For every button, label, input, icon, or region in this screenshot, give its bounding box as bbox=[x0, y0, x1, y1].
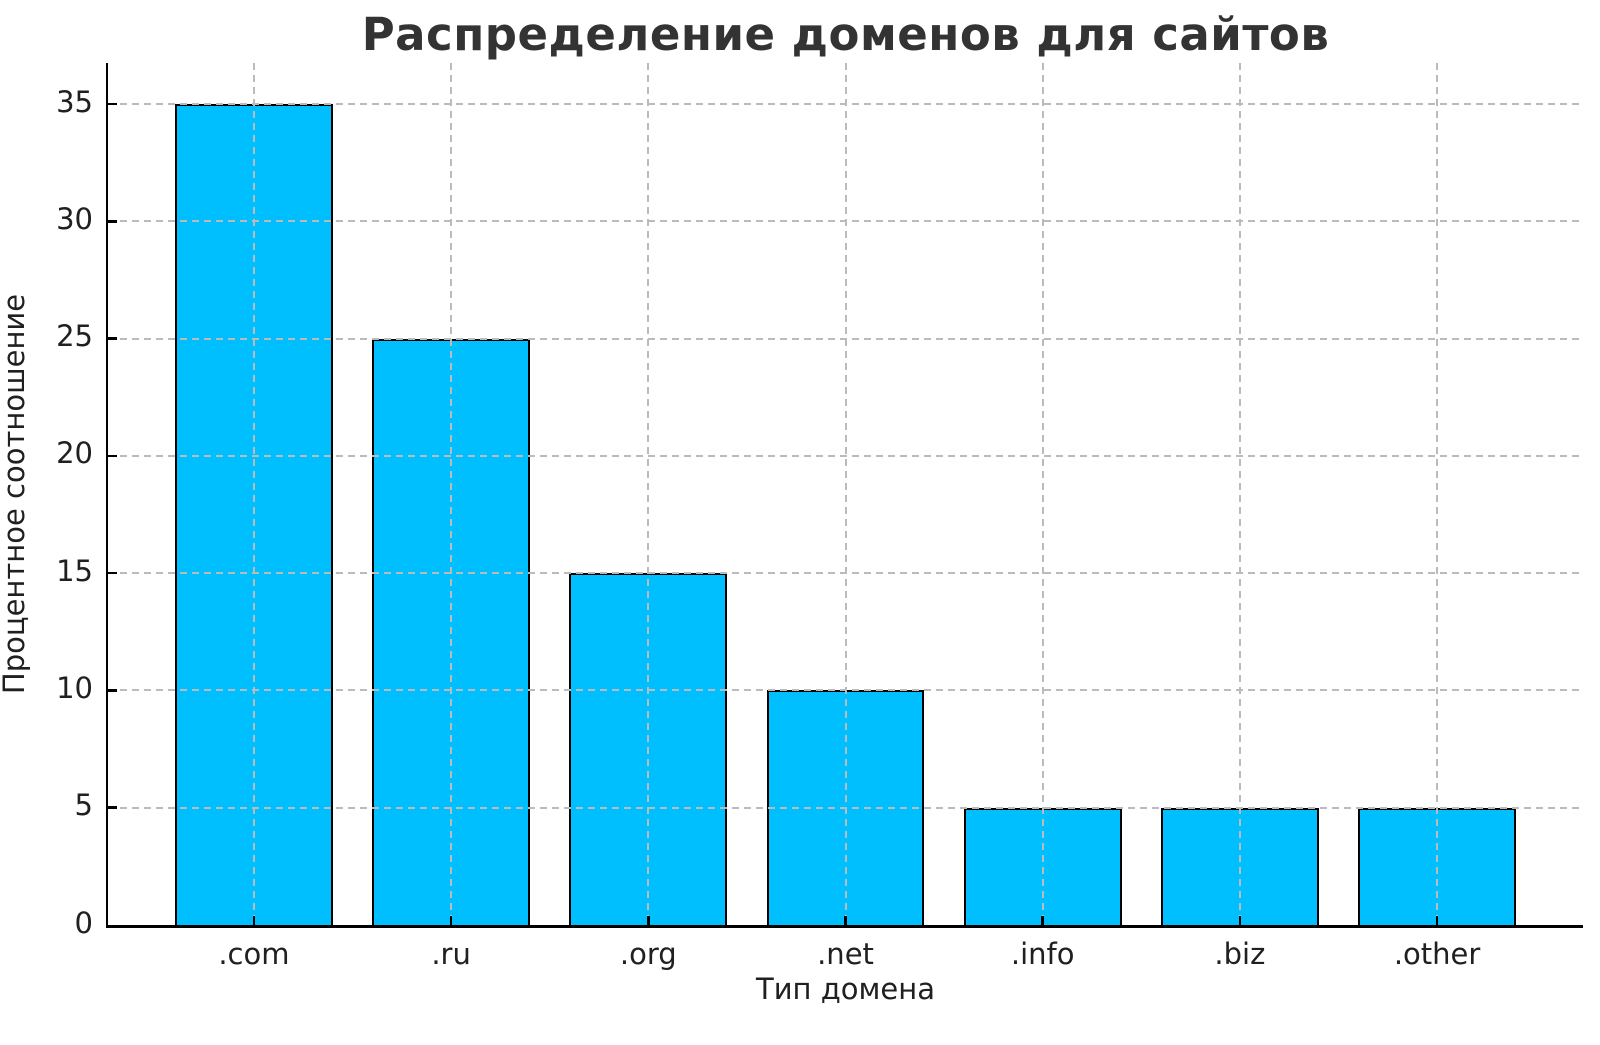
chart-title: Распределение доменов для сайтов bbox=[361, 8, 1330, 61]
x-tick-label: .net bbox=[817, 937, 874, 971]
y-tick-mark bbox=[108, 689, 117, 692]
y-tick-mark bbox=[108, 220, 117, 223]
y-tick-label: 35 bbox=[56, 84, 93, 119]
x-tick-mark bbox=[1041, 916, 1044, 925]
y-tick-label: 5 bbox=[74, 788, 93, 823]
ticks-layer: .com .ru .org .net .info .biz .other 0 5 10 15 20 25… bbox=[56, 63, 1583, 971]
x-tick-label: .other bbox=[1393, 937, 1481, 971]
x-tick-mark bbox=[449, 916, 453, 925]
x-tick-label: .org bbox=[619, 937, 677, 971]
x-tick-mark bbox=[1435, 916, 1439, 925]
y-tick-label: 0 bbox=[74, 905, 93, 940]
x-tick-label: .info bbox=[1010, 937, 1075, 971]
y-tick-label: 10 bbox=[56, 670, 93, 705]
y-axis-spine bbox=[105, 63, 108, 928]
x-tick-mark bbox=[844, 916, 847, 925]
y-tick-label: 20 bbox=[56, 436, 93, 471]
y-tick-label: 25 bbox=[56, 319, 93, 354]
y-tick-mark bbox=[108, 571, 117, 575]
x-tick-label: .ru bbox=[431, 937, 471, 971]
x-tick-label: .com bbox=[218, 937, 290, 971]
y-tick-mark bbox=[108, 454, 117, 458]
x-tick-mark bbox=[1238, 916, 1242, 925]
y-tick-label: 30 bbox=[56, 201, 93, 236]
y-tick-mark bbox=[108, 102, 117, 106]
x-tick-mark bbox=[647, 916, 650, 925]
y-tick-mark bbox=[108, 337, 117, 340]
plot-area: .com .ru .org .net .info .biz .other 0 5 10 15 20 25… bbox=[56, 63, 1583, 971]
y-tick-label: 15 bbox=[56, 553, 93, 588]
x-axis-spine bbox=[105, 925, 1583, 928]
x-tick-mark bbox=[252, 916, 256, 925]
y-axis-label: Процентное соотношение bbox=[0, 293, 31, 695]
y-tick-mark bbox=[108, 806, 117, 809]
x-axis-label: Тип домена bbox=[756, 972, 935, 1006]
x-tick-label: .biz bbox=[1214, 937, 1266, 971]
